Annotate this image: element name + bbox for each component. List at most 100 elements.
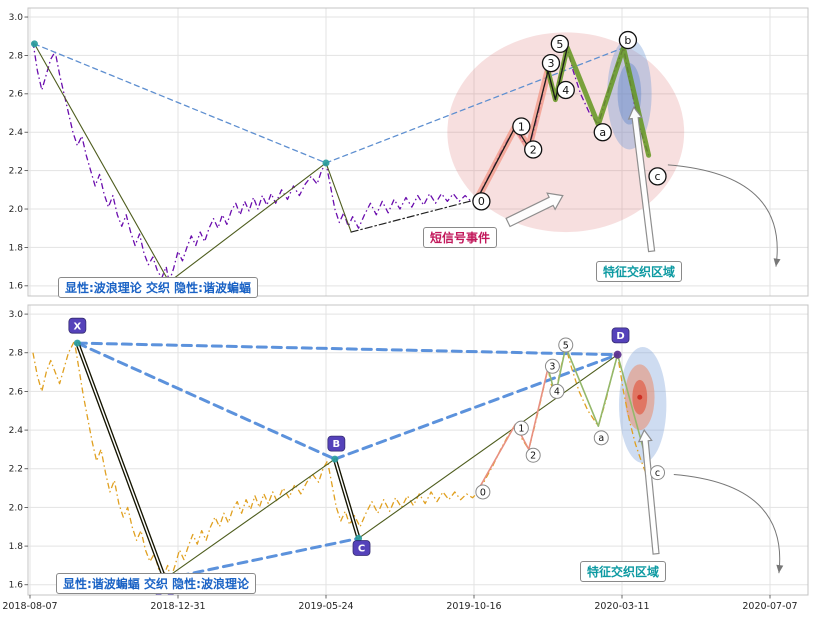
svg-text:2019-05-24: 2019-05-24 <box>298 601 353 612</box>
svg-text:b: b <box>624 34 631 47</box>
svg-text:2020-03-11: 2020-03-11 <box>594 601 649 612</box>
legend-top: 显性:波浪理论 交织 隐性:谐波蝙蝠 <box>58 277 258 298</box>
y-axis: 1.6 1.8 2.0 2.2 2.4 2.6 2.8 3.0 <box>9 310 28 591</box>
dash-blue-thick-line <box>163 536 361 581</box>
olive-line <box>164 458 336 580</box>
harmonic-point-D: D <box>611 327 630 344</box>
wave-label-0: 0 <box>475 484 491 500</box>
dash-blue-thick-line <box>75 341 337 461</box>
olive-line <box>358 354 619 539</box>
point-marker <box>637 394 643 400</box>
hollow-arrow <box>637 428 660 555</box>
svg-text:3.0: 3.0 <box>9 310 24 320</box>
svg-text:1: 1 <box>518 423 524 434</box>
svg-text:2.6: 2.6 <box>9 387 24 397</box>
double-line-core <box>334 458 360 539</box>
point-marker <box>73 339 81 347</box>
svg-text:c: c <box>654 170 660 183</box>
harmonic-point-C: C <box>352 540 371 556</box>
svg-text:4: 4 <box>562 84 569 97</box>
svg-text:2019-10-16: 2019-10-16 <box>446 601 501 612</box>
dashdot-black-line <box>350 198 478 233</box>
svg-text:2.2: 2.2 <box>9 167 23 177</box>
svg-text:2.8: 2.8 <box>9 349 24 359</box>
svg-text:3.0: 3.0 <box>9 13 24 23</box>
point-marker <box>613 350 622 359</box>
wave-label-2: 2 <box>524 140 543 159</box>
dash-blue-thin-line <box>33 43 327 164</box>
wave-label-5: 5 <box>558 337 574 353</box>
svg-text:a: a <box>598 433 604 444</box>
point-marker <box>331 455 339 463</box>
svg-text:2018-08-07: 2018-08-07 <box>2 601 57 612</box>
svg-text:2.4: 2.4 <box>9 128 24 138</box>
curved-arrow <box>673 474 781 574</box>
svg-text:2.8: 2.8 <box>9 51 24 61</box>
wave-label-2: 2 <box>525 447 541 463</box>
gridlines <box>28 8 808 296</box>
olive-line <box>33 43 352 283</box>
svg-text:2020-07-07: 2020-07-07 <box>742 601 797 612</box>
svg-text:a: a <box>599 126 606 139</box>
point-marker <box>322 159 330 167</box>
dash-blue-thick-line <box>75 341 620 357</box>
svg-text:2: 2 <box>530 451 536 462</box>
wave-label-0: 0 <box>472 192 491 211</box>
wave-label-b: b <box>618 30 638 50</box>
arrowhead <box>776 564 784 574</box>
svg-text:2: 2 <box>530 143 537 156</box>
svg-text:0: 0 <box>478 195 485 208</box>
feature-zone-label-bottom: 特征交织区域 <box>580 561 667 582</box>
svg-text:5: 5 <box>563 340 569 351</box>
wave-label-1: 1 <box>512 117 531 136</box>
double-line-core <box>76 342 166 580</box>
plot-border <box>27 304 809 596</box>
x-axis: 2018-08-07 2018-12-31 2019-05-24 2019-10-16… <box>2 595 798 612</box>
legend-bottom: 显性:谐波蝙蝠 交织 隐性:波浪理论 <box>56 573 256 594</box>
wave-label-a: a <box>593 430 609 446</box>
svg-text:2.6: 2.6 <box>9 90 24 100</box>
svg-text:c: c <box>655 468 660 479</box>
wave-label-1: 1 <box>513 420 529 436</box>
svg-text:X: X <box>74 321 82 332</box>
arrowhead <box>773 258 781 267</box>
svg-text:1.8: 1.8 <box>9 243 24 253</box>
svg-text:3: 3 <box>549 362 555 373</box>
point-marker <box>30 40 38 48</box>
dash-blue-thick-line <box>333 353 620 461</box>
svg-text:0: 0 <box>480 487 486 498</box>
wave-primary-chart: 0 12 3 4 5 a b c 1.6 1.8 2.0 2.2 2.4 2.6 2.8 3.0 <box>9 7 809 297</box>
curved-arrow <box>667 164 778 267</box>
harmonic-point-X: X <box>68 317 87 334</box>
svg-text:2.2: 2.2 <box>9 465 23 475</box>
wave-label-a: a <box>593 123 612 142</box>
wave-label-5: 5 <box>550 34 569 54</box>
highlight-ellipse <box>447 32 685 233</box>
wave-label-c: c <box>650 465 666 481</box>
svg-text:2.0: 2.0 <box>9 205 24 215</box>
harmonic-primary-chart: 012345acXABCD1.61.82.02.22.42.62.83.0 <box>9 304 809 596</box>
wave-salmon-thin-line <box>476 367 549 493</box>
svg-text:1.6: 1.6 <box>9 282 24 292</box>
svg-text:1.8: 1.8 <box>9 542 24 552</box>
svg-text:3: 3 <box>547 57 554 70</box>
feature-zone-label-top: 特征交织区域 <box>596 261 683 282</box>
hollow-arrow <box>505 192 564 228</box>
y-axis: 1.6 1.8 2.0 2.2 2.4 2.6 2.8 3.0 <box>9 13 28 292</box>
wave-label-c: c <box>648 167 667 186</box>
wave-label-3: 3 <box>544 358 560 374</box>
wave-label-3: 3 <box>541 53 561 73</box>
svg-text:5: 5 <box>556 38 563 51</box>
svg-text:4: 4 <box>554 387 560 398</box>
point-marker <box>355 534 363 542</box>
wave-label-4: 4 <box>556 80 575 100</box>
svg-text:2.0: 2.0 <box>9 503 24 513</box>
short-signal-label: 短信号事件 <box>423 227 498 248</box>
wave-label-4: 4 <box>549 383 565 399</box>
hollow-arrow <box>627 106 656 253</box>
harmonic-point-B: B <box>327 435 346 452</box>
svg-text:2.4: 2.4 <box>9 426 24 436</box>
svg-text:1: 1 <box>518 120 525 133</box>
